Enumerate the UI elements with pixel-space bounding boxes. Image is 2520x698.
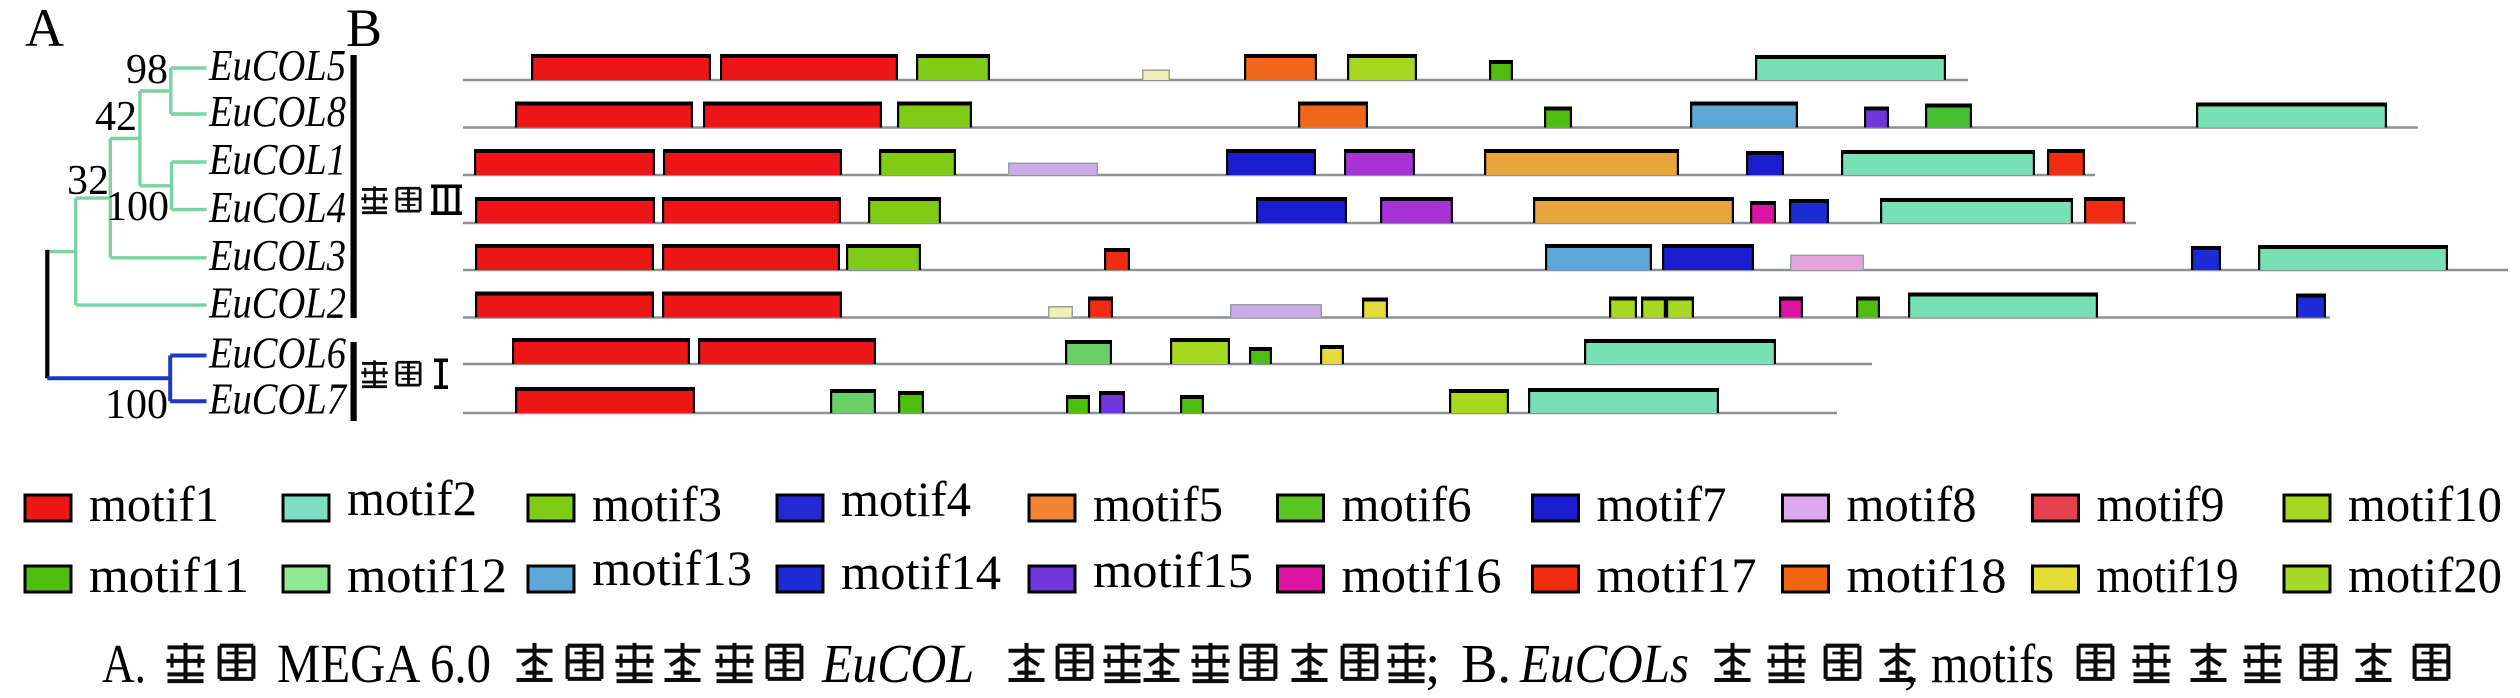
svg-text:motif8: motif8 [1847,476,1977,532]
svg-text:motif2: motif2 [347,470,477,526]
svg-text:32: 32 [67,158,109,204]
svg-text:EuCOL5: EuCOL5 [208,41,346,90]
svg-text:B.: B. [1461,633,1511,694]
svg-text:motif10: motif10 [2348,476,2502,532]
svg-text:motif17: motif17 [1597,547,1757,603]
svg-text:EuCOL2: EuCOL2 [208,278,346,327]
svg-text:A.: A. [102,633,146,694]
svg-text:motif14: motif14 [841,544,1001,600]
svg-text:MEGA 6.0: MEGA 6.0 [277,633,491,694]
svg-text:EuCOL3: EuCOL3 [208,231,346,280]
svg-text:motif13: motif13 [592,540,752,596]
svg-text:motif16: motif16 [1342,547,1502,603]
svg-text:motif1: motif1 [89,476,219,532]
svg-text:100: 100 [106,184,169,230]
svg-text:A: A [25,0,64,58]
svg-text:EuCOL: EuCOL [821,633,974,694]
svg-text:motif20: motif20 [2348,547,2502,603]
svg-text:motif9: motif9 [2097,476,2225,532]
svg-text:motif5: motif5 [1093,476,1223,532]
svg-text:,: , [1904,633,1918,694]
svg-text:EuCOL6: EuCOL6 [208,329,346,378]
svg-text:motif11: motif11 [89,547,249,603]
svg-text:;: ; [1425,633,1440,694]
svg-text:motif7: motif7 [1597,476,1727,532]
svg-text:EuCOL1: EuCOL1 [208,135,346,184]
svg-text:motif18: motif18 [1847,547,2007,603]
svg-text:B: B [346,0,382,58]
svg-text:motif6: motif6 [1342,476,1472,532]
svg-text:motif15: motif15 [1093,542,1253,598]
svg-text:motif3: motif3 [592,476,722,532]
svg-text:100: 100 [105,382,168,428]
svg-text:motif4: motif4 [841,471,971,527]
svg-text:EuCOL4: EuCOL4 [208,183,346,232]
svg-text:42: 42 [95,94,137,140]
svg-text:EuCOLs: EuCOLs [1519,633,1689,694]
svg-text:motif12: motif12 [347,547,507,603]
svg-text:motifs: motifs [1931,633,2054,694]
svg-text:EuCOL7: EuCOL7 [208,374,348,423]
svg-text:EuCOL8: EuCOL8 [208,87,346,136]
svg-text:motif19: motif19 [2097,547,2239,603]
svg-text:98: 98 [126,47,168,93]
